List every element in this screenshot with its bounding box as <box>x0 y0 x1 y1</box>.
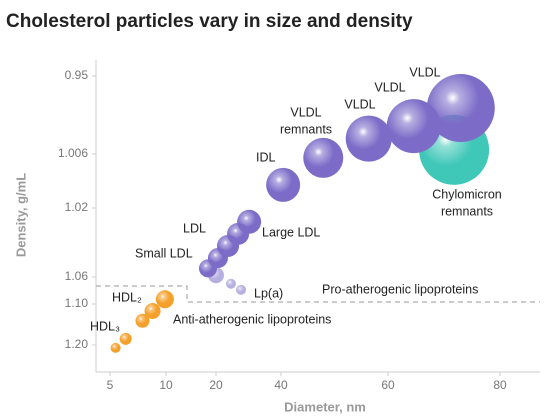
bubble <box>266 167 301 202</box>
y-tick-label: 1.006 <box>58 146 88 160</box>
x-axis-title: Diameter, nm <box>284 399 366 414</box>
x-tick-label: 10 <box>159 378 173 392</box>
annotation: Lp(a) <box>254 286 283 300</box>
bubble <box>426 74 495 143</box>
annotation: HDL₂ <box>112 290 142 304</box>
annotation: VLDL <box>409 65 440 79</box>
bubble <box>144 302 161 319</box>
y-tick-label: 0.95 <box>65 68 89 82</box>
bubble <box>345 115 392 162</box>
y-axis-title: Density, g/mL <box>13 173 28 257</box>
annotation: VLDL <box>290 105 321 119</box>
annotation: Large LDL <box>262 225 320 239</box>
bubble <box>155 290 174 309</box>
annotation: remnants <box>441 204 493 218</box>
annotation: VLDL <box>344 97 375 111</box>
bubble <box>237 209 262 234</box>
annotation: Small LDL <box>135 246 193 260</box>
bubble <box>303 137 344 178</box>
x-tick-label: 5 <box>107 378 114 392</box>
annotation: LDL <box>183 221 206 235</box>
bubble <box>119 332 132 345</box>
bubble <box>236 284 247 295</box>
bubble <box>225 278 236 289</box>
x-tick-label: 80 <box>493 378 507 392</box>
annotation: HDL₃ <box>90 319 120 333</box>
y-tick-label: 1.20 <box>65 337 89 351</box>
x-tick-label: 20 <box>209 378 223 392</box>
y-tick-label: 1.06 <box>65 269 89 283</box>
chart-title: Cholesterol particles vary in size and d… <box>6 11 413 32</box>
divider <box>96 285 540 303</box>
annotation: IDL <box>256 150 276 164</box>
annotation: VLDL <box>374 80 405 94</box>
annotation: remnants <box>280 122 332 136</box>
y-tick-label: 1.02 <box>65 200 89 214</box>
bubble <box>110 342 121 353</box>
annotation: Anti-atherogenic lipoproteins <box>173 312 331 326</box>
x-tick-label: 60 <box>381 378 395 392</box>
annotation: Chylomicron <box>432 187 502 201</box>
annotation: Pro-atherogenic lipoproteins <box>322 282 478 296</box>
y-tick-label: 1.10 <box>65 296 89 310</box>
x-tick-label: 40 <box>274 378 288 392</box>
bubble <box>135 313 150 328</box>
